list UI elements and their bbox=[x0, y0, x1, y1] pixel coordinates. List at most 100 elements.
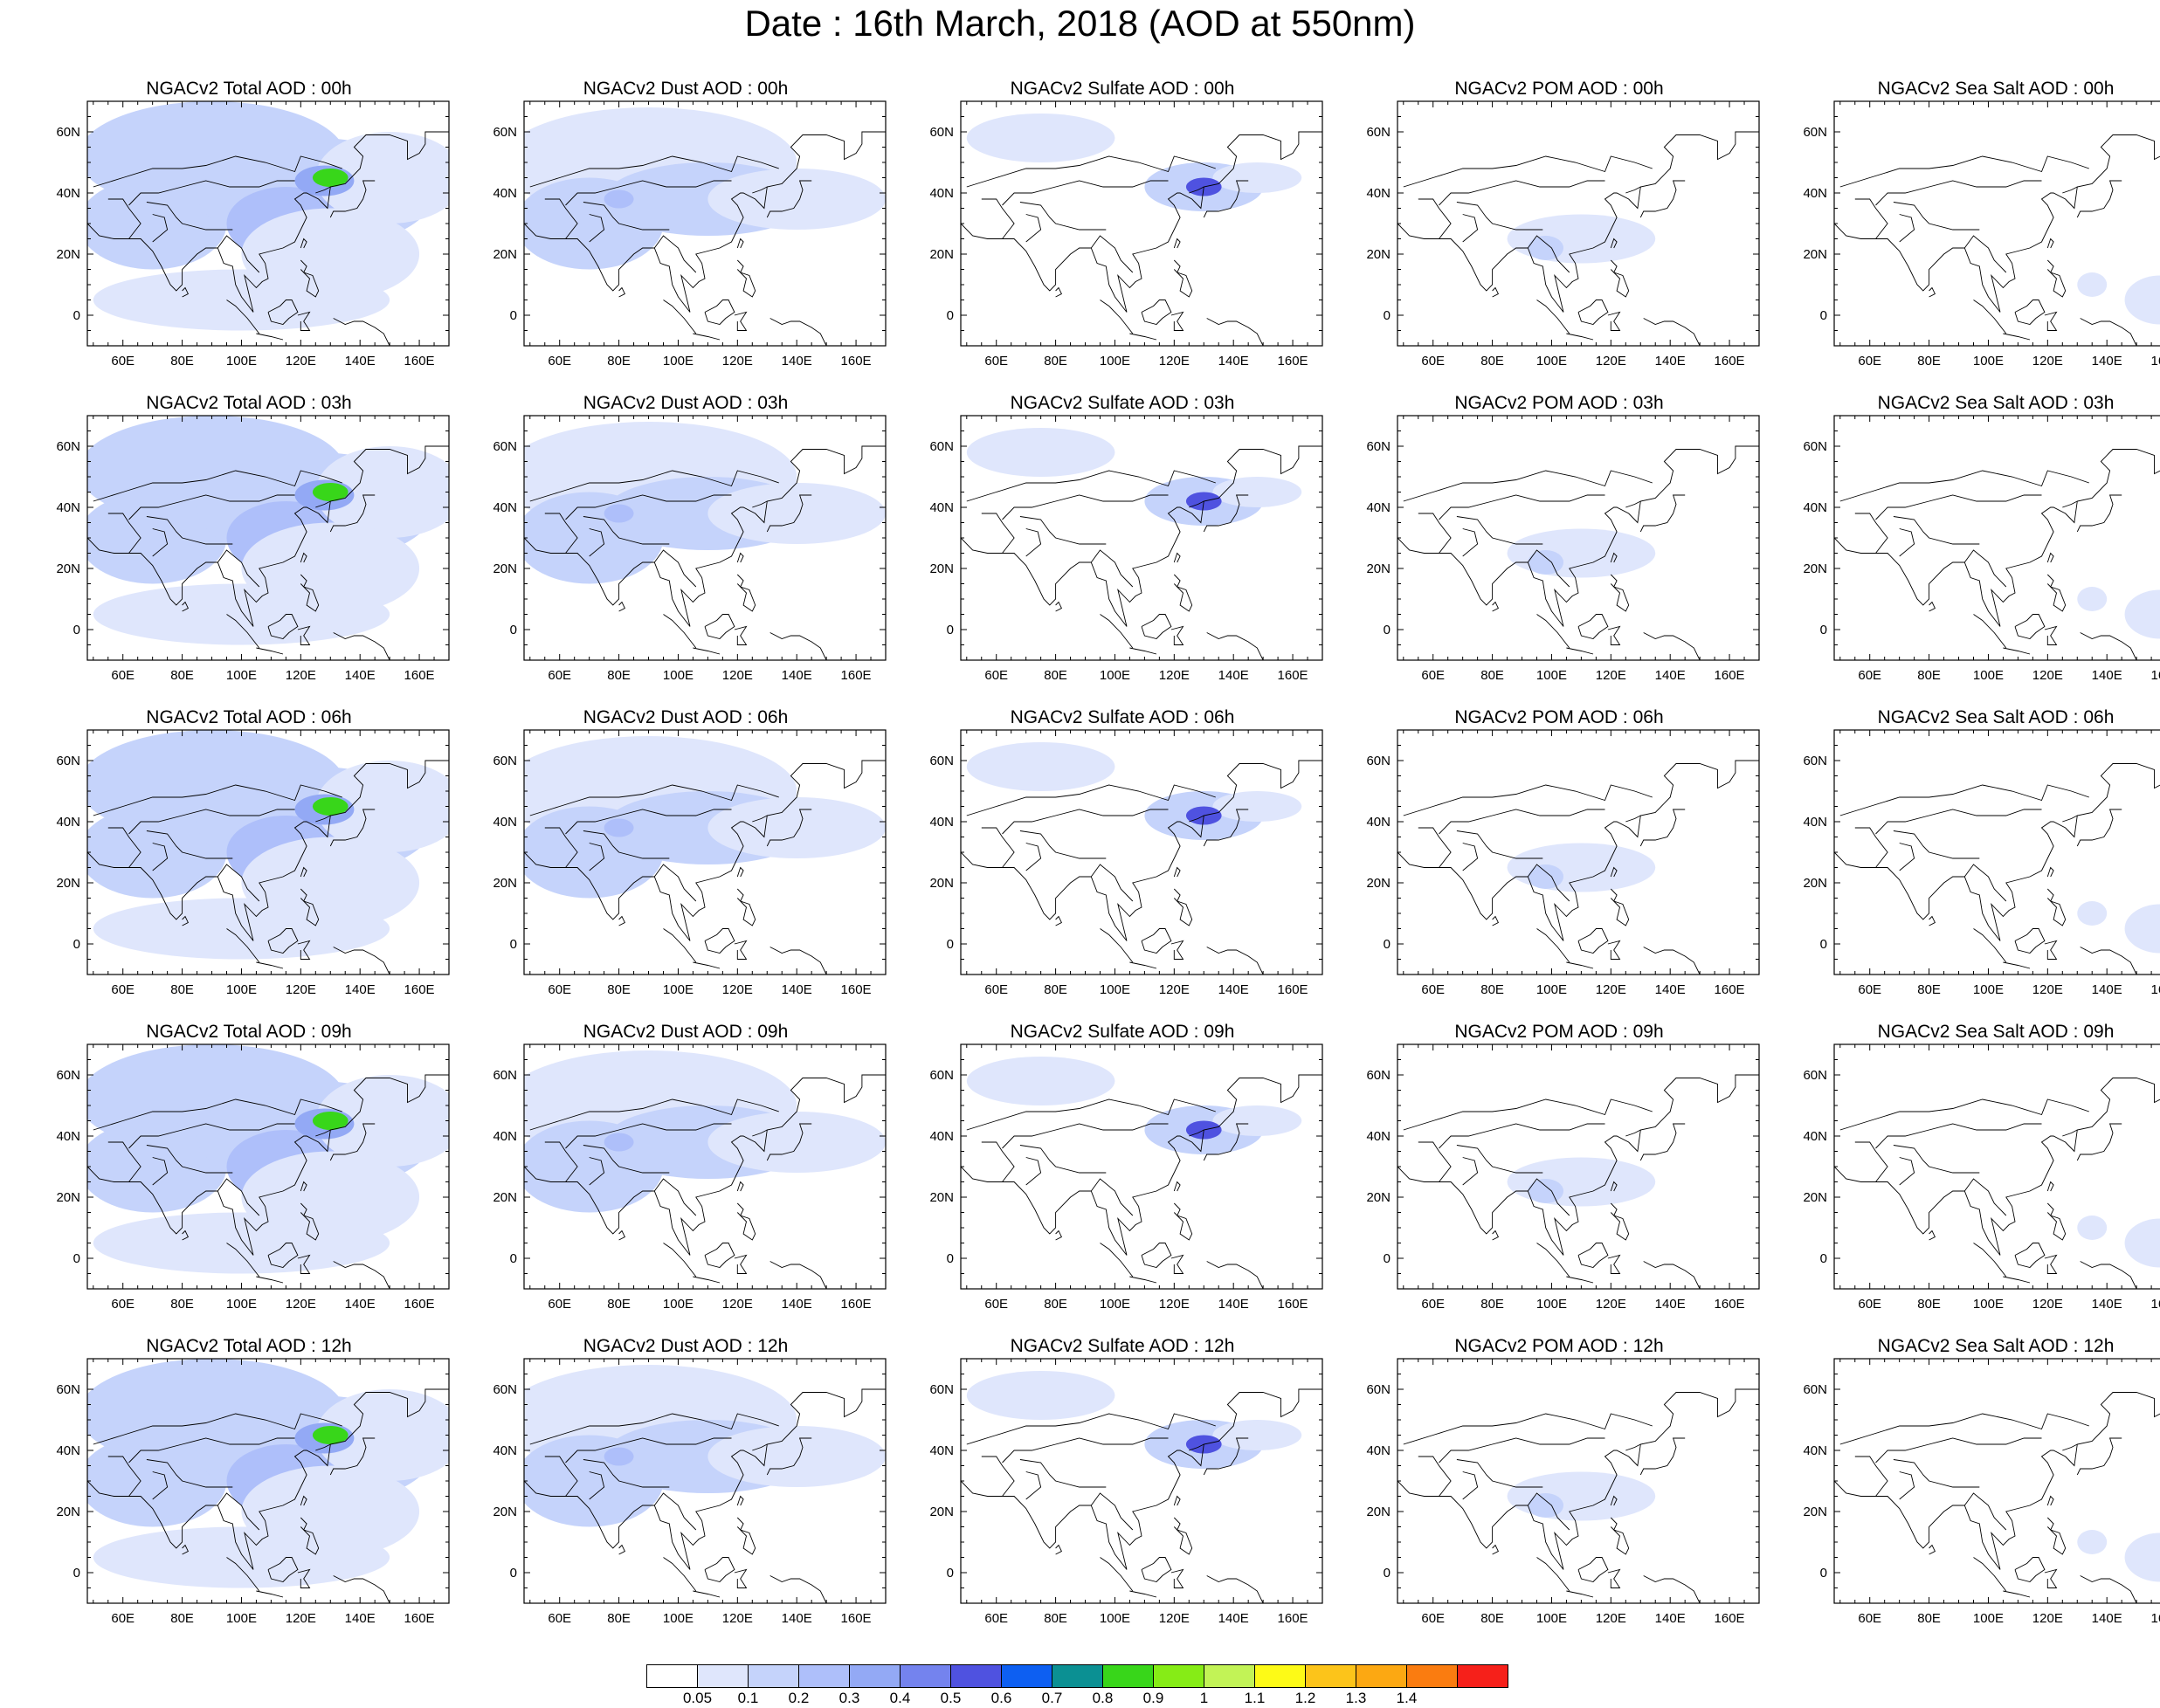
coastline bbox=[1834, 134, 2160, 313]
coastline bbox=[1397, 1388, 1759, 1570]
coastline bbox=[565, 1123, 732, 1149]
coastline bbox=[1462, 843, 1479, 871]
lon-tick-label: 80E bbox=[607, 982, 631, 997]
coastline bbox=[961, 131, 1322, 313]
coastline bbox=[1625, 815, 1641, 823]
lat-tick-label: 20N bbox=[493, 1505, 517, 1519]
lon-tick-label: 140E bbox=[1655, 1297, 1686, 1312]
coastline bbox=[1973, 1243, 2007, 1278]
lon-tick-label: 80E bbox=[607, 354, 631, 368]
map-panel-dust-03h: NGACv2 Dust AOD : 03h 60E 80E 100E 120E 140E 1… bbox=[480, 393, 891, 707]
coastline bbox=[704, 300, 735, 326]
lat-tick-label: 40N bbox=[1366, 500, 1391, 515]
coastline bbox=[2046, 552, 2054, 563]
coastline bbox=[653, 549, 697, 588]
coastline bbox=[300, 866, 307, 878]
lat-tick-label: 40N bbox=[1366, 186, 1391, 201]
panel-title: NGACv2 Sea Salt AOD : 00h bbox=[1877, 79, 2115, 99]
coastline bbox=[1610, 1202, 1630, 1241]
coastline bbox=[1607, 940, 1621, 960]
coastline bbox=[736, 552, 744, 563]
coastline bbox=[1090, 1178, 1134, 1216]
coastline bbox=[981, 513, 1015, 554]
panel-title: NGACv2 Dust AOD : 03h bbox=[583, 393, 789, 413]
coastline bbox=[565, 809, 732, 835]
coastline bbox=[1899, 1157, 1915, 1186]
coastline bbox=[1090, 235, 1134, 273]
lat-tick-label: 40N bbox=[1803, 1443, 1827, 1458]
panel-title: NGACv2 Sea Salt AOD : 09h bbox=[1877, 1022, 2115, 1042]
coastline bbox=[1170, 940, 1184, 960]
coastline bbox=[565, 180, 732, 206]
coastline bbox=[87, 445, 449, 627]
map-plot: 60E 80E 100E 120E 140E 160E 60N 40N 20N 0 bbox=[929, 415, 1323, 683]
coastline bbox=[693, 647, 721, 655]
coastline bbox=[752, 1443, 768, 1451]
coastline bbox=[2046, 1517, 2067, 1555]
lon-tick-label: 120E bbox=[722, 354, 753, 368]
coastline bbox=[734, 1254, 748, 1274]
lon-tick-label: 60E bbox=[111, 354, 135, 368]
panel-title: NGACv2 Sulfate AOD : 06h bbox=[1010, 707, 1235, 727]
lat-tick-label: 20N bbox=[929, 876, 954, 891]
lon-tick-label: 100E bbox=[1100, 1297, 1130, 1312]
lon-tick-label: 140E bbox=[1655, 668, 1686, 683]
lat-tick-label: 60N bbox=[1803, 1382, 1827, 1397]
aod-shading bbox=[2124, 589, 2160, 639]
map-panel-sulfate-03h: NGACv2 Sulfate AOD : 03h 60E 80E 100E 120E 14… bbox=[917, 393, 1328, 707]
lon-tick-label: 80E bbox=[170, 982, 194, 997]
coastline bbox=[1854, 827, 1888, 868]
coastline bbox=[152, 528, 169, 557]
coastline bbox=[583, 202, 670, 231]
coastline bbox=[2003, 647, 2031, 655]
coastline bbox=[2014, 1557, 2046, 1583]
lat-tick-label: 0 bbox=[73, 1566, 80, 1581]
lon-tick-label: 80E bbox=[170, 1297, 194, 1312]
coastline bbox=[589, 1157, 605, 1186]
lat-tick-label: 20N bbox=[1366, 1505, 1391, 1519]
lon-tick-label: 120E bbox=[1159, 1611, 1190, 1626]
coastline bbox=[2062, 186, 2078, 194]
lon-tick-label: 140E bbox=[1655, 354, 1686, 368]
coastline bbox=[1492, 601, 1499, 612]
lat-tick-label: 20N bbox=[1366, 561, 1391, 576]
coastline bbox=[2046, 238, 2054, 249]
lon-tick-label: 60E bbox=[111, 1297, 135, 1312]
lon-tick-label: 100E bbox=[1973, 354, 2004, 368]
coastline bbox=[2003, 961, 2031, 969]
coastline bbox=[1929, 1544, 1936, 1555]
lon-tick-label: 100E bbox=[663, 354, 694, 368]
map-panel-sulfate-00h: NGACv2 Sulfate AOD : 00h 60E 80E 100E 120E 14… bbox=[917, 79, 1328, 393]
lon-tick-label: 60E bbox=[111, 1611, 135, 1626]
coastline bbox=[315, 1443, 331, 1451]
coastline bbox=[544, 198, 578, 239]
coastline bbox=[1439, 1123, 1605, 1149]
coastline bbox=[1854, 513, 1888, 554]
lat-tick-label: 20N bbox=[1366, 1190, 1391, 1205]
lat-tick-label: 20N bbox=[493, 561, 517, 576]
lon-tick-label: 100E bbox=[1536, 354, 1567, 368]
colorbar-label: 0.4 bbox=[890, 1690, 911, 1705]
map-panel-sulfate-06h: NGACv2 Sulfate AOD : 06h 60E 80E 100E 120E 14… bbox=[917, 707, 1328, 1022]
lat-tick-label: 60N bbox=[493, 125, 517, 140]
lon-tick-label: 120E bbox=[722, 1611, 753, 1626]
coastline bbox=[1397, 445, 1759, 627]
coastline bbox=[1403, 470, 1653, 502]
lat-tick-label: 0 bbox=[1384, 308, 1391, 323]
lon-tick-label: 120E bbox=[286, 1611, 316, 1626]
lon-tick-label: 80E bbox=[1044, 982, 1067, 997]
coastline bbox=[693, 333, 721, 341]
lon-tick-label: 140E bbox=[1218, 668, 1249, 683]
coastline bbox=[1203, 494, 1249, 533]
coastline bbox=[1403, 1098, 1653, 1131]
coastline bbox=[769, 318, 827, 346]
map-panel-pom-09h: NGACv2 POM AOD : 09h 60E 80E 100E 120E 140E 16… bbox=[1354, 1022, 1764, 1336]
coastline bbox=[2014, 614, 2046, 640]
lon-tick-label: 60E bbox=[984, 1297, 1008, 1312]
coastline bbox=[1403, 1413, 1653, 1445]
aod-shading bbox=[1507, 528, 1656, 578]
coastline bbox=[1973, 1557, 2007, 1592]
coastline bbox=[529, 784, 779, 816]
lon-tick-label: 140E bbox=[345, 1297, 376, 1312]
aod-shading bbox=[707, 483, 886, 544]
